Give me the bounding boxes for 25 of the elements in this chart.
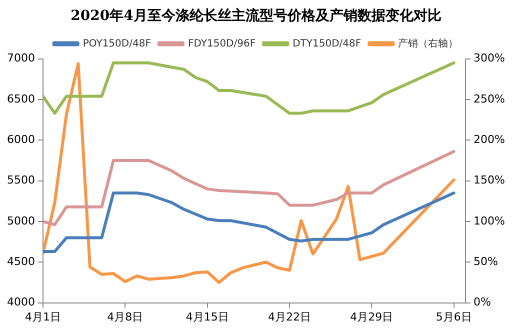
y2-tick-label: 200% <box>474 132 506 146</box>
y-tick-label: 4500 <box>6 254 35 268</box>
x-tick-label: 4月15日 <box>186 310 229 324</box>
y-tick-label: 6000 <box>6 132 35 146</box>
legend-label: POY150D/48F <box>82 38 152 50</box>
legend-label: FDY150D/96F <box>188 38 256 50</box>
y-tick-label: 5500 <box>6 174 35 187</box>
y-tick-label: 6500 <box>6 92 35 106</box>
y-tick-label: 4000 <box>6 296 35 309</box>
legend-label: 产销（右轴） <box>398 37 458 50</box>
y-tick-label: 7000 <box>6 52 35 65</box>
x-tick-label: 4月1日 <box>24 310 61 324</box>
y-tick-label: 5000 <box>6 214 35 228</box>
y2-tick-label: 150% <box>474 174 506 187</box>
x-tick-label: 5月6日 <box>436 310 472 324</box>
x-tick-label: 4月22日 <box>268 310 311 324</box>
x-tick-label: 4月29日 <box>350 310 394 324</box>
legend-label: DTY150D/48F <box>292 38 362 50</box>
y2-tick-label: 100% <box>474 214 506 228</box>
chart-title: 2020年4月至今涤纶长丝主流型号价格及产销数据变化对比 <box>70 7 442 24</box>
y2-tick-label: 300% <box>474 52 506 65</box>
y2-tick-label: 0% <box>474 296 492 309</box>
y2-tick-label: 50% <box>474 254 498 268</box>
y2-tick-label: 250% <box>474 92 506 106</box>
x-tick-label: 4月8日 <box>107 310 144 324</box>
